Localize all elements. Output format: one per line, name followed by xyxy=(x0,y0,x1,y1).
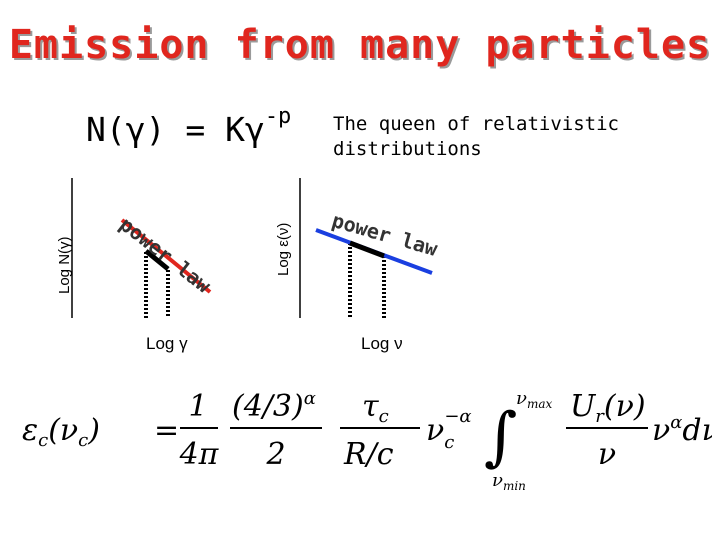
eq-equals: = xyxy=(154,413,179,448)
int-upper: νmax xyxy=(516,388,552,411)
frac4-den: ν xyxy=(598,437,616,472)
power-law-formula: N(γ) = Kγ-p xyxy=(86,104,291,149)
formula-exponent: -p xyxy=(264,104,292,129)
right-y-label: Log ε(ν) xyxy=(275,222,292,276)
frac3-den: R/c xyxy=(343,437,394,472)
emissivity-equation: εc(νc) = 1 4π (4/3)α 2 τc R/c νc−α ∫ νma… xyxy=(22,388,712,493)
eq-lhs: εc(νc) xyxy=(22,413,100,451)
left-highlight-segment xyxy=(144,249,170,271)
integral-sign: ∫ xyxy=(484,400,517,474)
slide-title: Emission from many particles xyxy=(8,22,712,68)
left-y-label: Log N(γ) xyxy=(56,236,73,294)
frac4-num: Ur(ν) xyxy=(570,389,646,427)
right-x-label: Log ν xyxy=(361,334,403,353)
frac2-den: 2 xyxy=(265,437,285,472)
left-power-law-line xyxy=(120,218,212,294)
nu-term: νc−α xyxy=(426,406,472,453)
frac2-num: (4/3)α xyxy=(232,388,316,424)
frac3-num: τc xyxy=(362,389,389,427)
right-highlight-segment xyxy=(349,240,385,259)
frac1-den: 4π xyxy=(179,437,220,472)
frac1-num: 1 xyxy=(188,389,207,424)
left-x-label: Log γ xyxy=(146,334,188,353)
eq-tail: ναdν xyxy=(652,412,712,448)
distribution-description: The queen of relativistic distributions xyxy=(333,113,619,160)
formula-base: N(γ) = Kγ xyxy=(86,110,265,149)
